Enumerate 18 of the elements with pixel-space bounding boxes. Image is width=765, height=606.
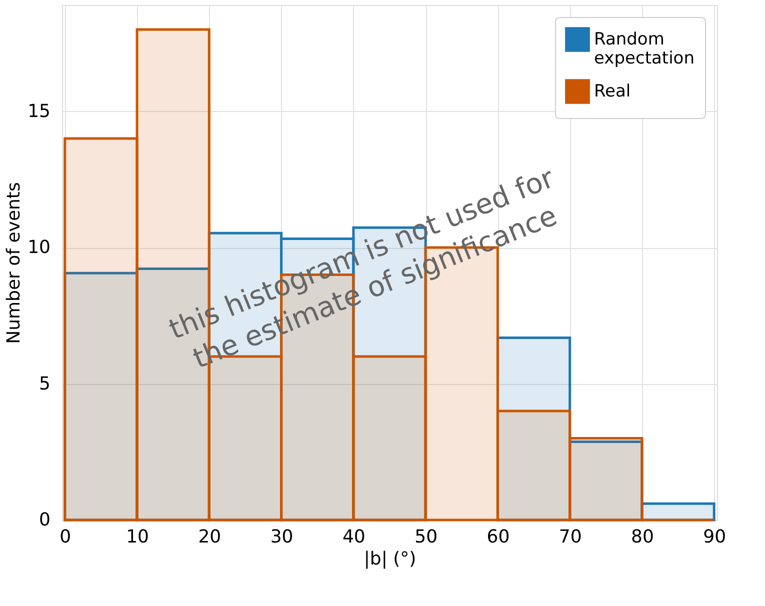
x-tick-label: 20 [198, 526, 222, 548]
legend-label: Random expectation [594, 30, 694, 68]
x-tick-label: 60 [486, 526, 510, 548]
y-tick-label: 0 [39, 510, 50, 530]
x-tick-label: 70 [558, 526, 582, 548]
x-tick-label: 10 [126, 526, 149, 548]
y-tick-label: 10 [28, 237, 50, 258]
x-axis-title: |b| (°) [364, 548, 416, 570]
x-tick-label: 0 [60, 526, 72, 548]
y-axis-title: Number of events [4, 182, 25, 344]
y-tick-label: 5 [39, 373, 50, 394]
x-tick-label: 90 [703, 526, 726, 548]
x-tick-label: 50 [414, 526, 438, 548]
x-tick-label: 40 [342, 526, 366, 548]
y-tick-label: 15 [28, 100, 50, 122]
x-tick-label: 30 [270, 526, 294, 548]
legend-label: Real [594, 82, 631, 102]
x-tick-label: 80 [631, 526, 654, 548]
